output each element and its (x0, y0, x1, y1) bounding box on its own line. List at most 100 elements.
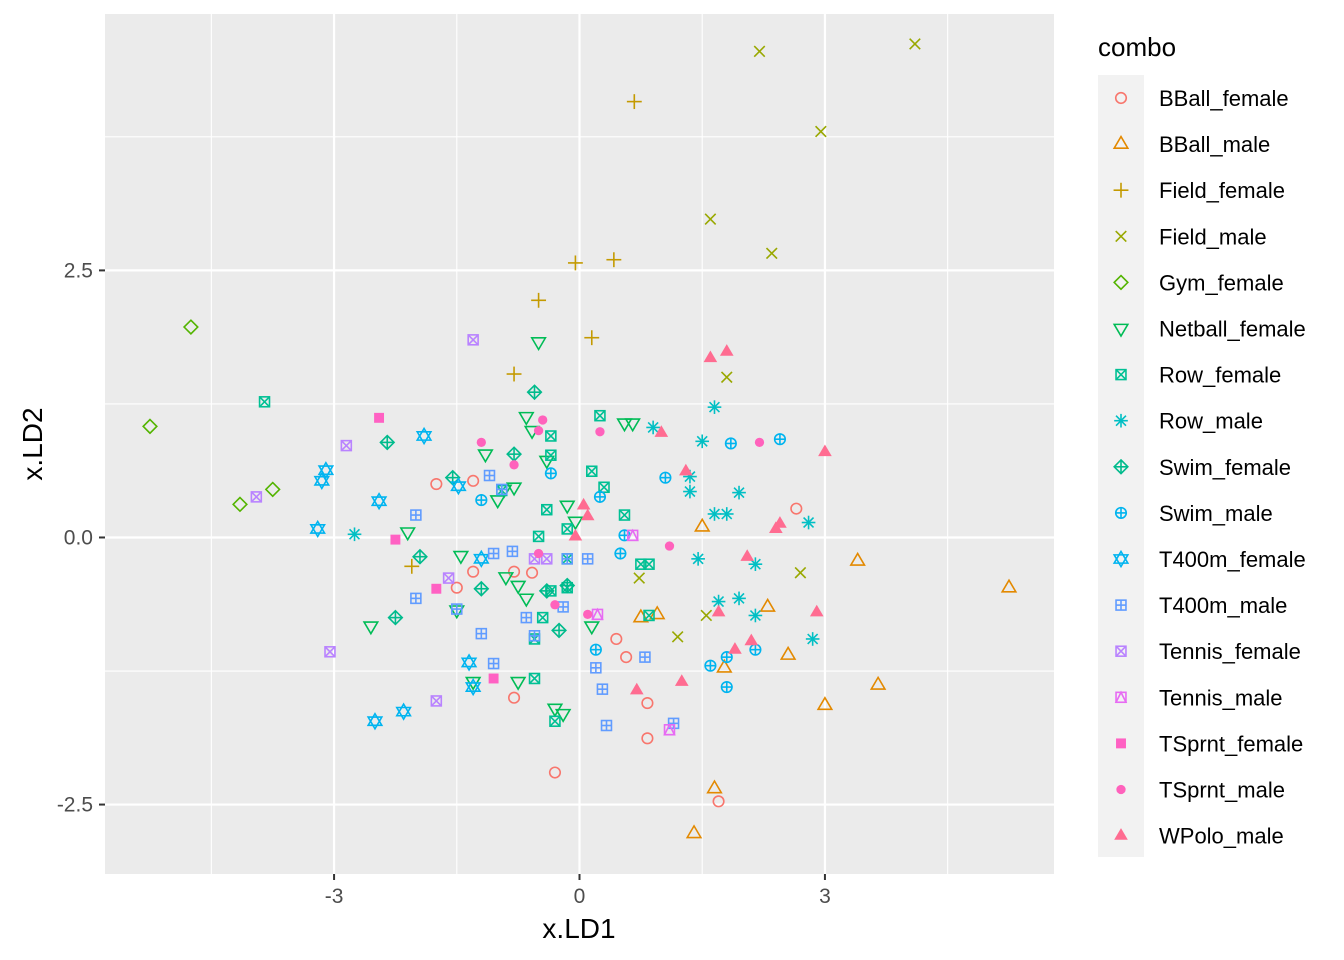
legend-key (1115, 599, 1127, 611)
data-point (473, 580, 490, 597)
series-t400m-male (410, 469, 680, 732)
legend-item: Swim_female (1113, 455, 1291, 480)
series-field-male (633, 38, 921, 643)
legend-item: Tennis_male (1114, 685, 1283, 710)
data-point (809, 604, 824, 617)
data-point (600, 719, 613, 732)
legend-label: Tennis_female (1159, 639, 1301, 664)
data-point (505, 482, 523, 497)
data-point (704, 213, 717, 225)
legend-key (1115, 645, 1127, 657)
data-point (450, 477, 467, 496)
data-point (430, 477, 443, 491)
data-point (869, 675, 887, 690)
legend-item: T400m_female (1112, 547, 1306, 572)
data-point (258, 396, 271, 408)
series-field-female (404, 94, 642, 574)
data-point (596, 683, 609, 695)
data-point (748, 557, 763, 572)
data-point (561, 523, 573, 535)
data-point (568, 528, 583, 541)
data-point (633, 572, 646, 584)
data-point (487, 657, 500, 670)
legend-label: Netball_female (1159, 317, 1306, 342)
data-point (567, 255, 583, 271)
data-point (412, 548, 428, 565)
data-point (390, 534, 401, 545)
data-point (410, 509, 422, 521)
data-point (559, 500, 576, 515)
y-axis-title: x.LD2 (17, 407, 48, 480)
data-point (309, 519, 326, 539)
series-tsprnt-male (476, 415, 765, 620)
data-point (506, 366, 522, 382)
data-point (707, 507, 722, 521)
data-point (545, 449, 557, 461)
legend-item: Row_male (1114, 409, 1263, 434)
data-point (387, 609, 404, 626)
data-point (818, 444, 832, 457)
data-point (849, 551, 866, 566)
legend-label: Gym_female (1159, 270, 1284, 295)
legend-title: combo (1098, 32, 1176, 62)
data-point (643, 558, 655, 570)
data-point (584, 330, 600, 346)
data-point (531, 292, 547, 308)
data-point (509, 676, 527, 691)
data-point (805, 632, 820, 646)
legend-item: Swim_male (1114, 501, 1273, 526)
data-point (598, 481, 610, 494)
data-point (487, 547, 500, 560)
data-point (643, 609, 655, 622)
data-point (591, 607, 604, 621)
data-point (528, 630, 541, 642)
data-point (395, 702, 412, 721)
data-point (538, 455, 555, 470)
legend-label: Swim_male (1159, 501, 1273, 526)
data-point (753, 45, 766, 58)
data-point (674, 674, 689, 686)
legend-key (1113, 458, 1129, 475)
data-point (530, 337, 547, 352)
data-point (790, 502, 803, 515)
data-point (497, 572, 515, 587)
data-point (765, 247, 778, 260)
data-point (525, 566, 539, 579)
data-point (404, 558, 420, 574)
data-point (476, 437, 486, 448)
data-point (679, 463, 693, 476)
legend: combo BBall_female BBall_male Field_female… (1098, 32, 1306, 857)
data-point (595, 427, 605, 437)
data-point (559, 577, 576, 594)
data-point (749, 643, 762, 656)
data-point (536, 611, 549, 624)
data-point (732, 591, 746, 606)
data-point (549, 715, 561, 727)
data-point (815, 125, 827, 138)
series-t400m-female (309, 426, 490, 731)
data-point (362, 621, 380, 636)
data-point (732, 485, 746, 500)
data-point (313, 471, 331, 490)
x-axis-title: x.LD1 (542, 913, 615, 944)
data-point (779, 645, 797, 660)
data-point (379, 434, 396, 451)
data-point (533, 548, 544, 559)
data-point (740, 549, 755, 561)
data-point (624, 418, 641, 433)
data-point (744, 633, 759, 646)
data-point (415, 426, 433, 446)
legend-item: Row_female (1115, 363, 1281, 388)
data-point (507, 691, 521, 704)
legend-key (1114, 91, 1128, 105)
data-point (317, 461, 335, 480)
series-tsprnt-female (374, 412, 499, 684)
data-point (719, 507, 734, 521)
data-point (754, 437, 765, 448)
legend-label: Field_male (1159, 224, 1267, 249)
data-point (450, 581, 463, 594)
major-gridlines (105, 14, 1054, 874)
series-bball-female (430, 474, 803, 808)
data-point (518, 411, 535, 426)
data-point (538, 582, 555, 599)
